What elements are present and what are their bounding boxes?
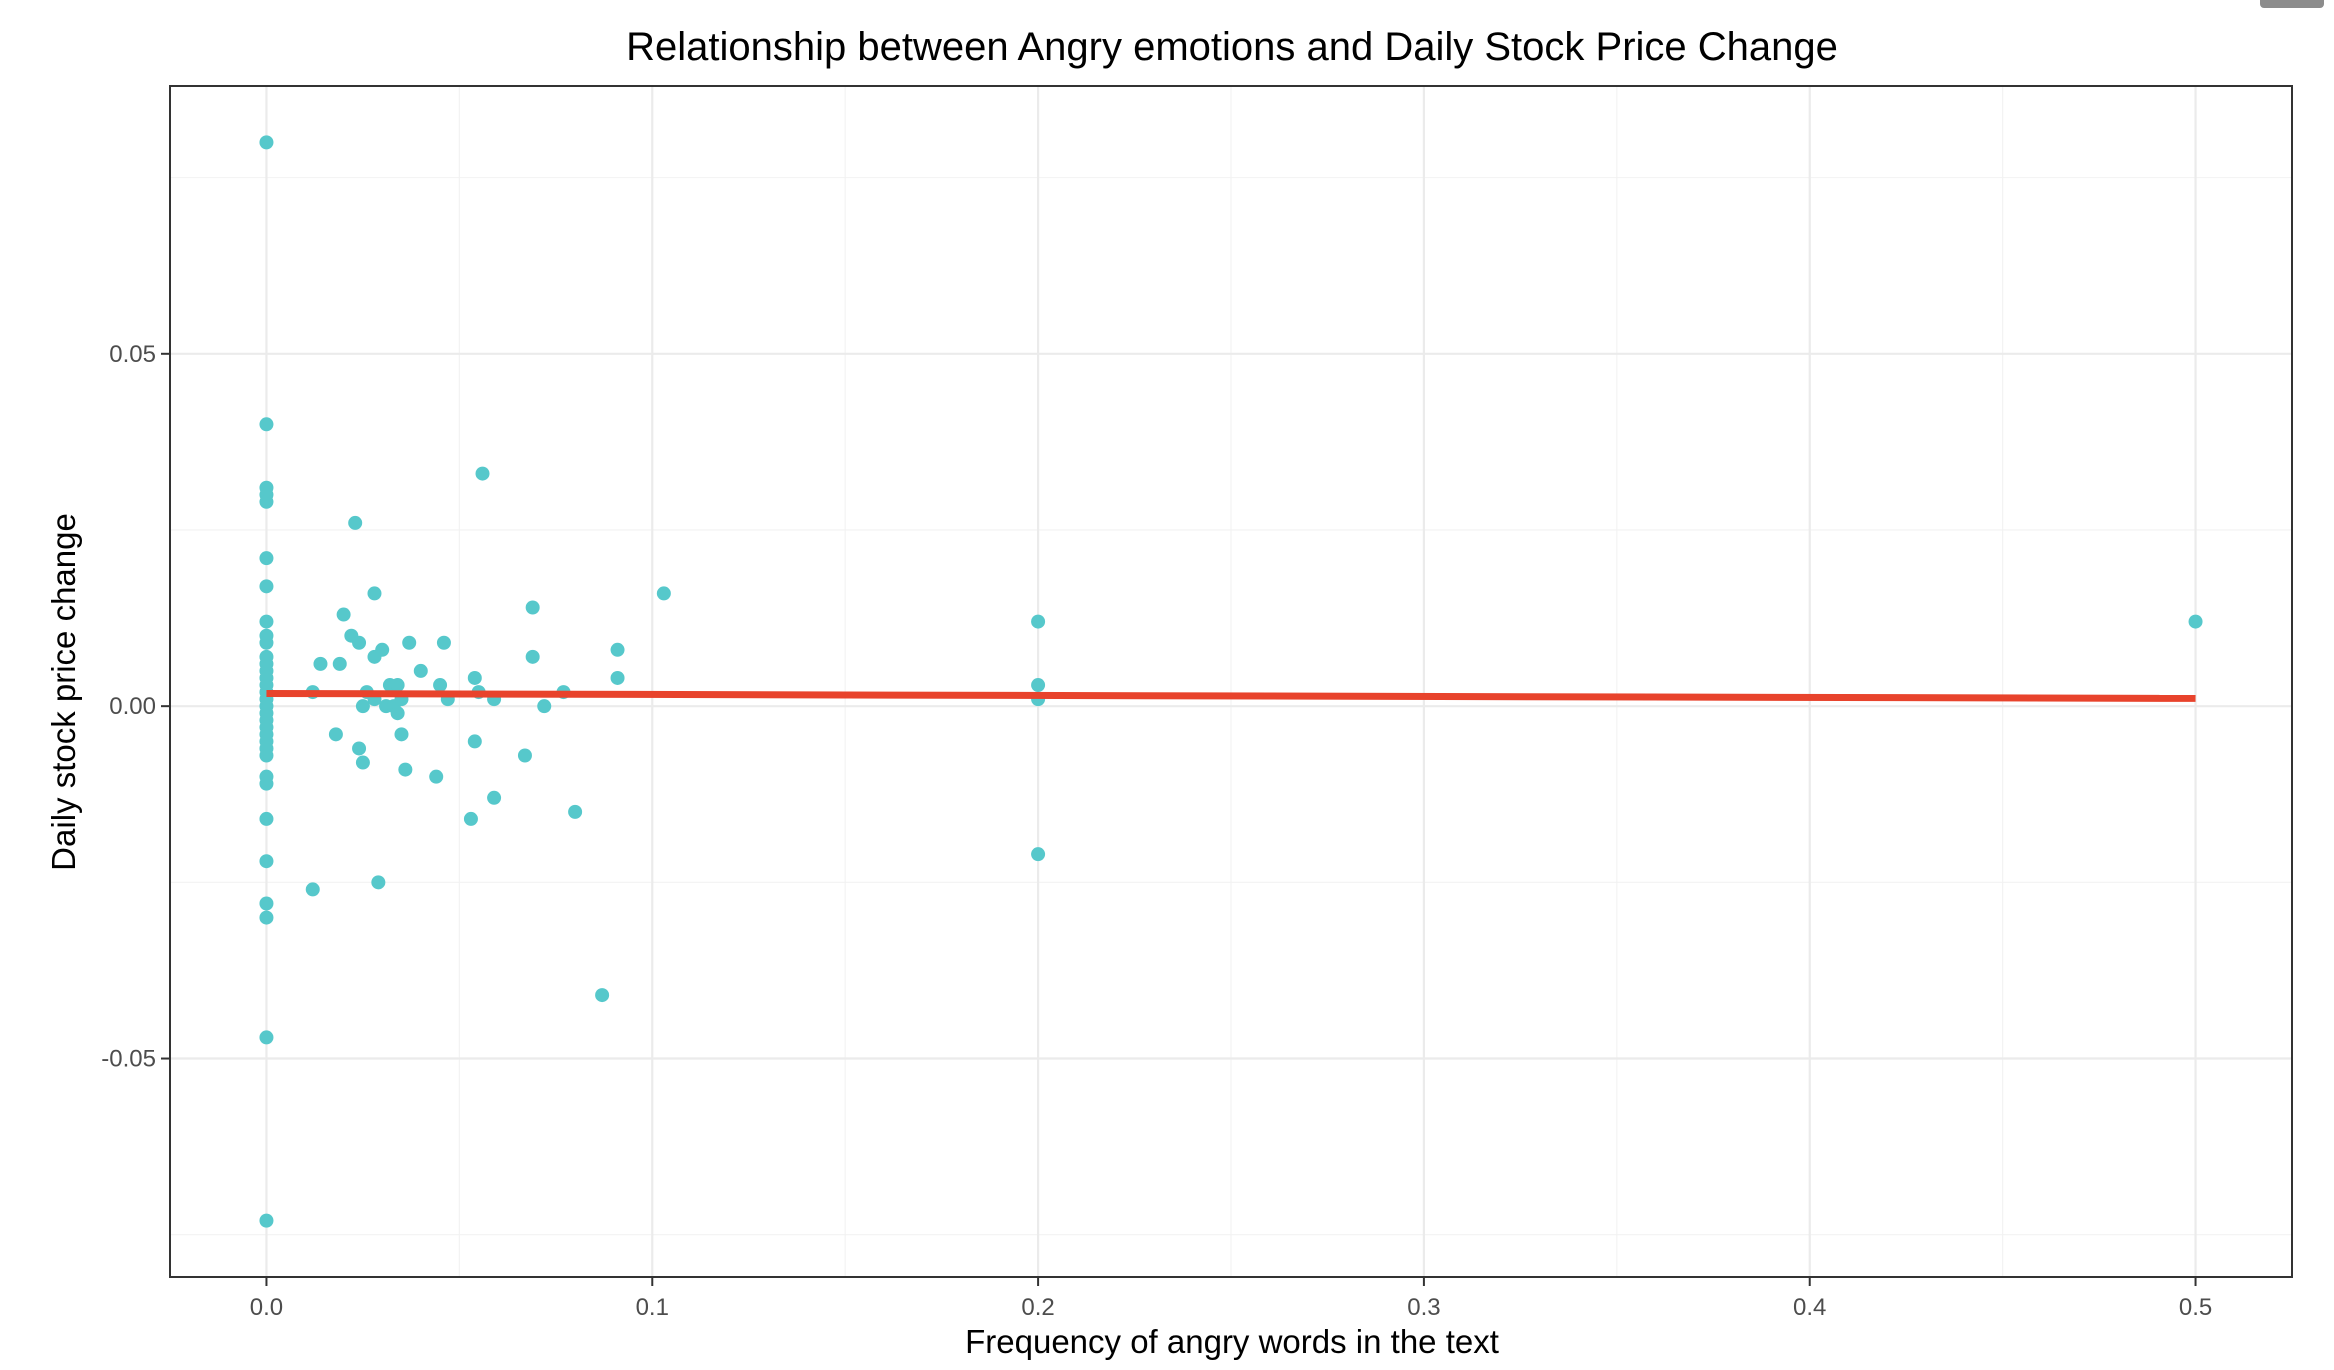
y-tick-label: -0.05 [101,1046,156,1073]
data-point [1031,678,1046,693]
data-point [433,678,448,693]
x-tick-label: 0.5 [2179,1294,2212,1321]
data-point [259,494,274,509]
y-axis-label: Daily stock price change [45,513,82,871]
data-point [259,135,274,150]
data-point [1031,614,1046,629]
data-point [259,417,274,432]
data-point [355,755,370,770]
data-point [259,614,274,629]
data-point [610,670,625,685]
data-point [610,642,625,657]
data-point [259,854,274,869]
axis-ticks [161,352,2197,1286]
data-point [656,586,671,601]
data-point [259,776,274,791]
data-point [336,607,351,622]
data-point [348,515,363,530]
data-point [390,678,405,693]
data-point [259,896,274,911]
data-point [394,727,409,742]
data-point [313,656,328,671]
x-tick-label: 0.2 [1021,1294,1054,1321]
data-point [259,1213,274,1228]
data-point [1031,847,1046,862]
data-point [525,649,540,664]
data-point [259,1030,274,1045]
data-point [537,699,552,714]
data-point [568,804,583,819]
plot-panel-border [169,85,2293,1278]
data-point [429,769,444,784]
data-point [352,741,367,756]
data-point [259,551,274,566]
y-tick-label: 0.05 [109,341,156,368]
data-point [259,748,274,763]
x-tick-label: 0.4 [1793,1294,1826,1321]
data-point [2188,614,2203,629]
chart-title: Relationship between Angry emotions and … [626,25,1838,69]
data-point [475,466,490,481]
data-point [463,811,478,826]
x-tick-label: 0.1 [636,1294,669,1321]
data-point [467,734,482,749]
grid [170,86,2292,1277]
tick-labels: 0.0 0.1 0.2 0.3 0.4 0.5 -0.05 0.00 0.05 [101,341,2212,1321]
data-point [390,706,405,721]
data-point [375,642,390,657]
data-point [367,586,382,601]
x-tick-label: 0.3 [1407,1294,1440,1321]
data-point [525,600,540,615]
data-point [355,699,370,714]
data-point [332,656,347,671]
trend-line [266,689,2196,702]
data-point [328,727,343,742]
x-axis-label: Frequency of angry words in the text [965,1323,1499,1360]
data-point [398,762,413,777]
data-point [259,579,274,594]
x-tick-label: 0.0 [250,1294,283,1321]
data-point [467,670,482,685]
window-corner-tab [2260,0,2324,8]
data-point [402,635,417,650]
data-point [595,988,610,1003]
data-point [305,882,320,897]
data-point [259,811,274,826]
data-point [259,910,274,925]
data-point [413,663,428,678]
trend-line-layer [266,689,2196,702]
data-point [259,635,274,650]
data-point [352,635,367,650]
data-point [487,790,502,805]
data-point [517,748,532,763]
data-point [371,875,386,890]
data-point [436,635,451,650]
y-tick-label: 0.00 [109,693,156,720]
